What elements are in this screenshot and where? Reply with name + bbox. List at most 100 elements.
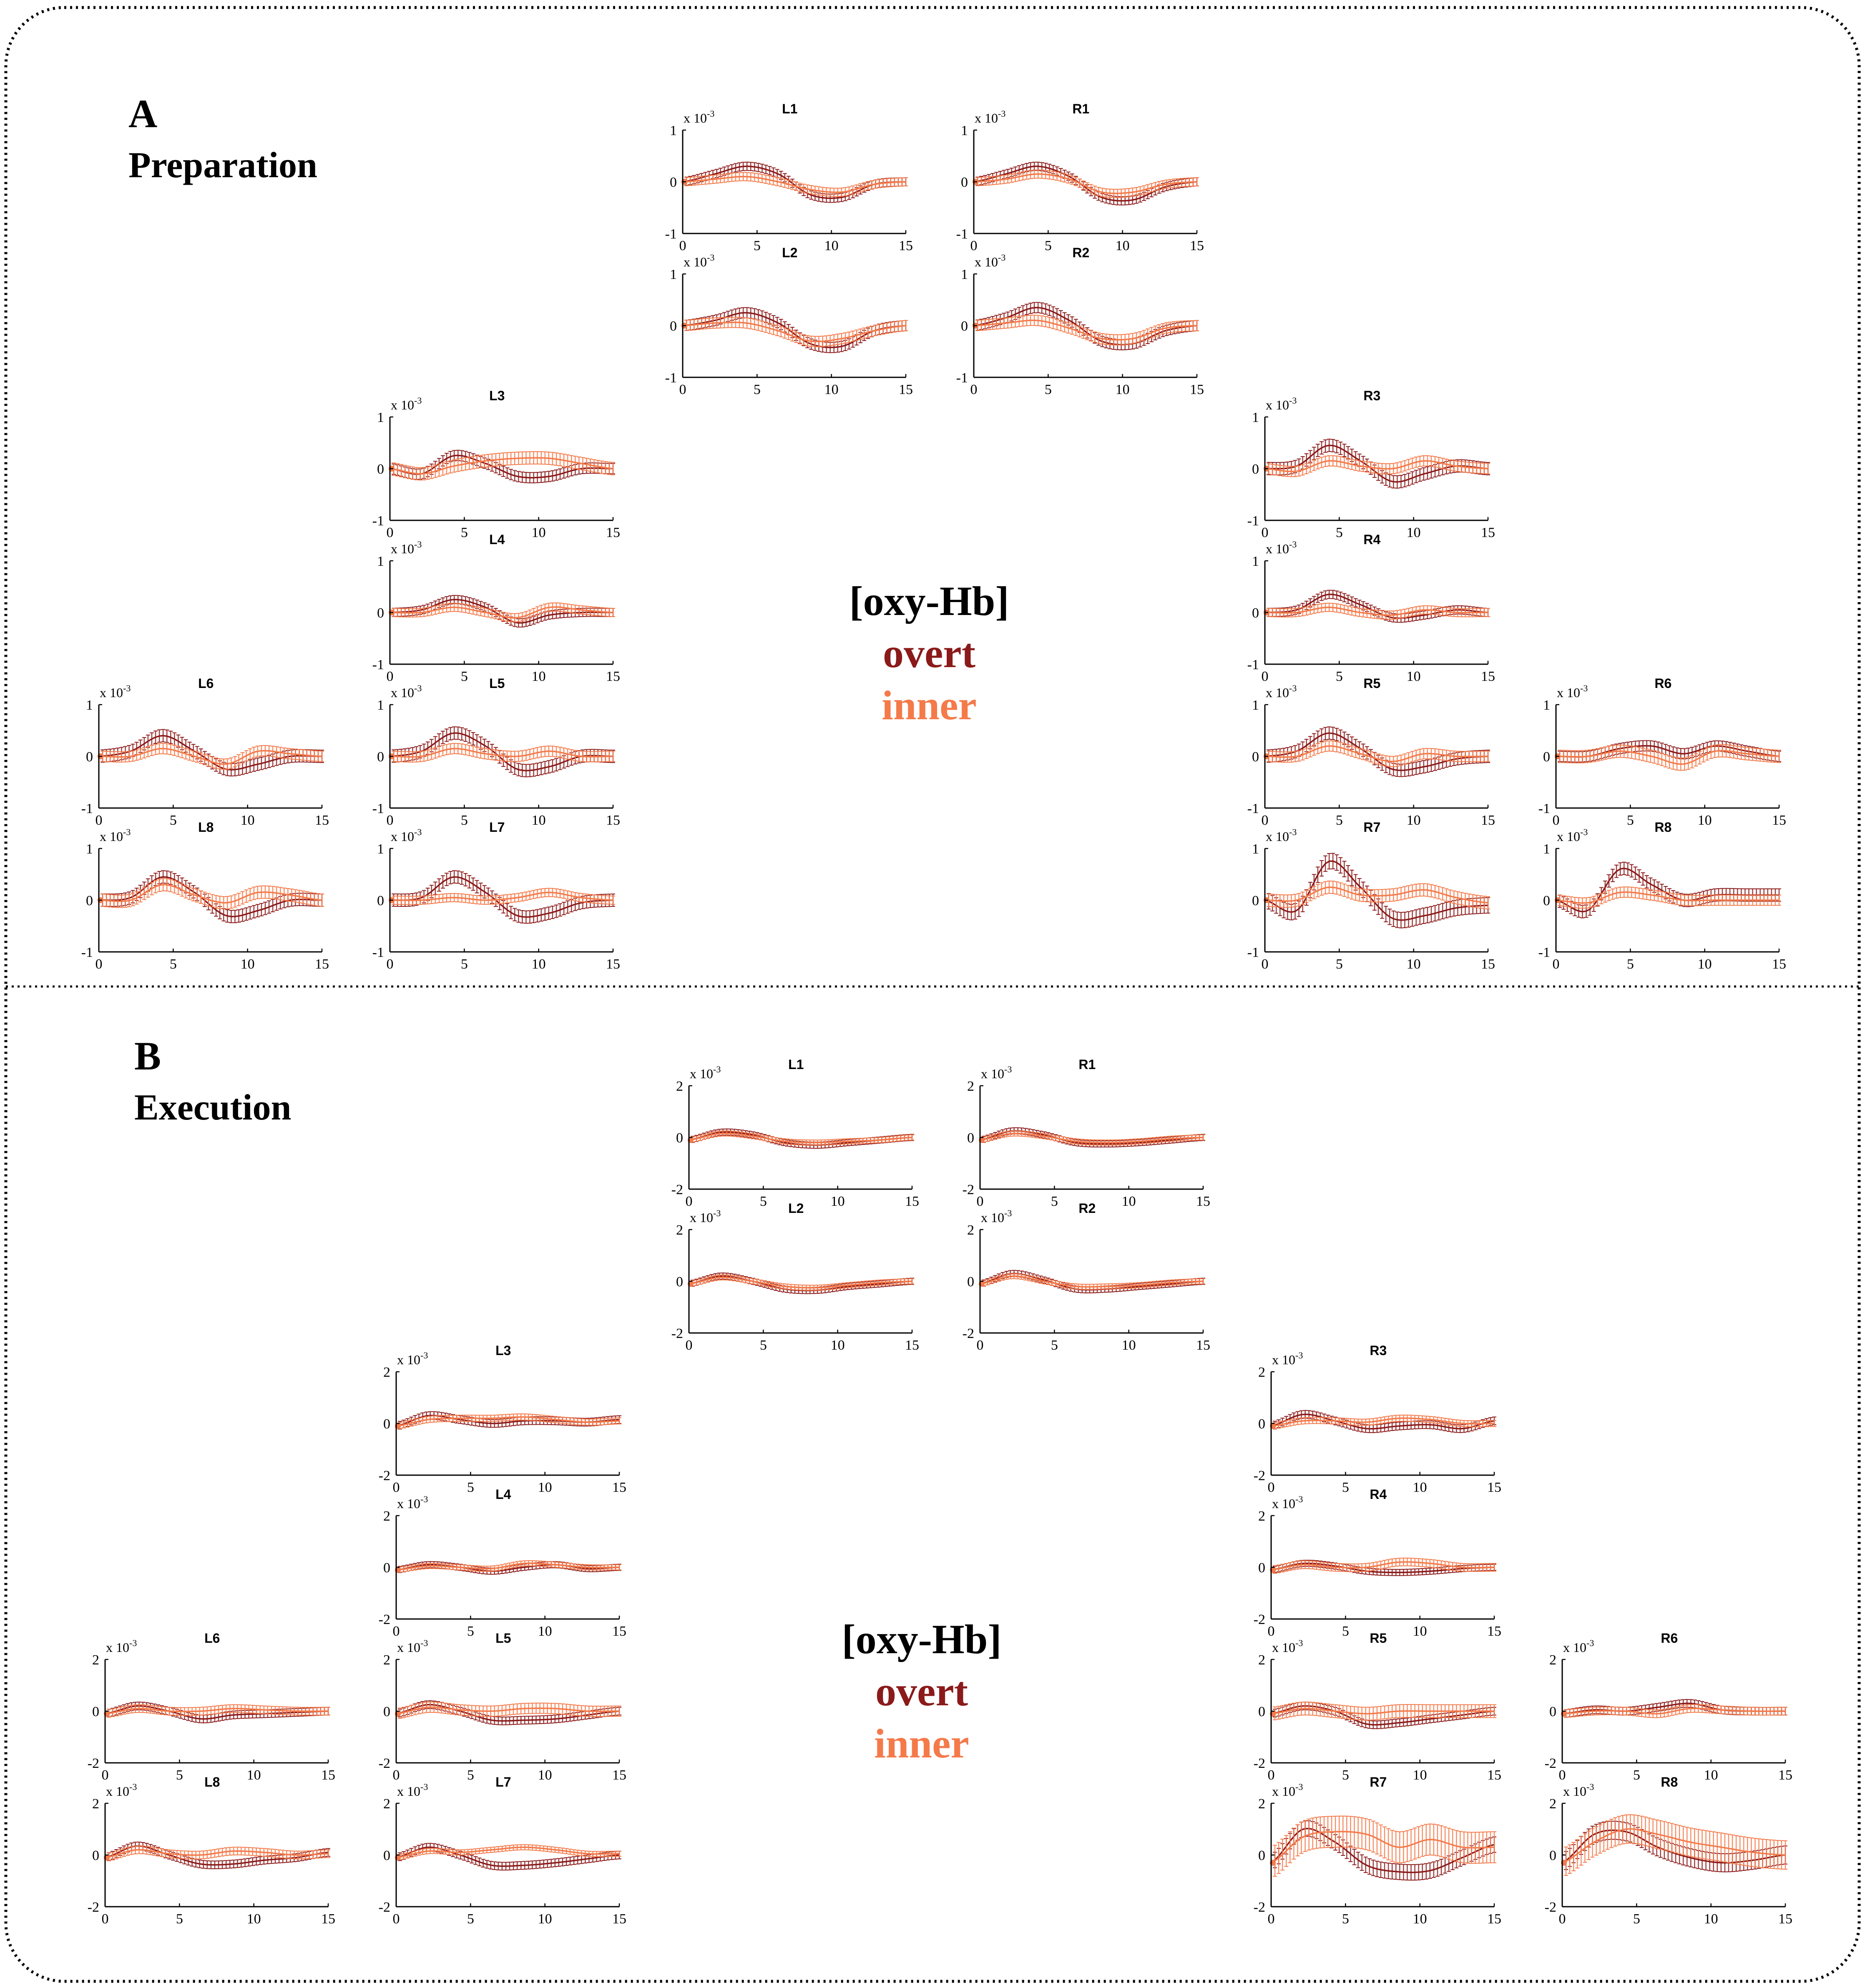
legend-a-title: [oxy-Hb] (849, 578, 1009, 624)
legend-a-inner: inner (882, 682, 977, 728)
y-tick-label: -1 (1247, 657, 1259, 673)
y-exponent-power: -3 (123, 683, 131, 693)
y-tick-label: 1 (377, 554, 384, 569)
y-exponent-label: x 10-3 (1266, 395, 1297, 412)
y-tick-label: 1 (1252, 554, 1259, 569)
panel-title: R3 (1363, 388, 1380, 403)
x-tick-label: 15 (899, 238, 913, 254)
y-tick-label: -1 (81, 801, 93, 816)
x-tick-label: 5 (1045, 238, 1052, 254)
series-inner-r6 (1555, 744, 1781, 771)
panel-title: R6 (1654, 676, 1671, 691)
mean-line (973, 306, 1197, 346)
legend-a-overt: overt (883, 630, 975, 676)
y-exponent-label: x 10-3 (975, 108, 1005, 126)
mean-line (390, 876, 613, 918)
mean-line (390, 457, 613, 475)
x-tick-label: 5 (461, 525, 468, 540)
x-tick-label: 10 (1407, 669, 1421, 684)
mean-line (682, 312, 906, 349)
mean-line (390, 454, 613, 479)
y-exponent-power: -3 (998, 108, 1005, 119)
mean-line (973, 166, 1197, 202)
series-overt-l6 (98, 729, 324, 777)
y-tick-label: 0 (377, 749, 384, 765)
x-tick-label: 15 (606, 525, 620, 540)
x-tick-label: 0 (387, 813, 394, 828)
y-tick-label: 0 (1252, 605, 1259, 621)
x-tick-label: 0 (387, 669, 394, 684)
dotted-frame (4, 6, 1861, 1983)
x-tick-label: 0 (387, 525, 394, 540)
y-exponent-power: -3 (707, 108, 714, 119)
panel-title: L5 (489, 676, 505, 691)
y-tick-label: -1 (665, 370, 677, 386)
panel-title: R2 (1072, 245, 1089, 260)
x-tick-label: 0 (1262, 813, 1269, 828)
x-tick-label: 15 (1481, 813, 1495, 828)
x-tick-label: 0 (1553, 813, 1560, 828)
y-exponent-power: -3 (414, 683, 422, 693)
y-exponent-label: x 10-3 (975, 252, 1005, 269)
mean-line (973, 319, 1197, 341)
y-tick-label: -1 (956, 370, 968, 386)
x-tick-label: 5 (1336, 525, 1343, 540)
x-tick-label: 5 (754, 238, 761, 254)
mean-line (973, 173, 1197, 194)
panel-title: L6 (198, 676, 214, 691)
x-tick-label: 10 (1116, 382, 1130, 397)
y-exponent-power: -3 (1289, 683, 1297, 693)
x-tick-label: 15 (1190, 238, 1204, 254)
x-tick-label: 10 (532, 669, 546, 684)
x-tick-label: 10 (532, 525, 546, 540)
y-exponent-label: x 10-3 (1266, 539, 1297, 556)
series-inner-l5 (389, 743, 615, 763)
y-tick-label: 0 (1543, 749, 1550, 765)
y-exponent-label: x 10-3 (1557, 683, 1588, 700)
y-tick-label: 0 (1252, 462, 1259, 477)
x-tick-label: 10 (1407, 813, 1421, 828)
x-tick-label: 0 (96, 813, 103, 828)
legend-b-inner: inner (874, 1720, 969, 1767)
x-tick-label: 10 (532, 956, 546, 972)
y-exponent-label: x 10-3 (391, 539, 422, 556)
series-overt-r2 (973, 302, 1199, 351)
mean-line (682, 321, 906, 342)
y-tick-label: 1 (961, 123, 968, 138)
y-exponent-power: -3 (707, 252, 714, 263)
x-tick-label: 0 (1262, 525, 1269, 540)
series-inner-r1 (973, 169, 1199, 198)
y-tick-label: 0 (961, 175, 968, 190)
mean-line (98, 735, 322, 771)
panel-title: L2 (782, 245, 797, 260)
y-exponent-label: x 10-3 (100, 683, 131, 700)
series-overt-l3 (389, 449, 615, 484)
y-tick-label: 0 (670, 319, 677, 334)
series-overt-r4 (1264, 590, 1490, 623)
series-inner-l3 (389, 451, 615, 481)
series-overt-r7 (1264, 853, 1490, 929)
x-tick-label: 0 (679, 238, 686, 254)
y-tick-label: -1 (372, 801, 384, 816)
y-tick-label: 1 (1252, 698, 1259, 713)
y-exponent-power: -3 (998, 252, 1005, 263)
legend-b-title: [oxy-Hb] (842, 1616, 1001, 1662)
x-tick-label: 5 (754, 382, 761, 397)
panel-title: L1 (782, 101, 797, 116)
series-inner-l7 (389, 888, 615, 905)
